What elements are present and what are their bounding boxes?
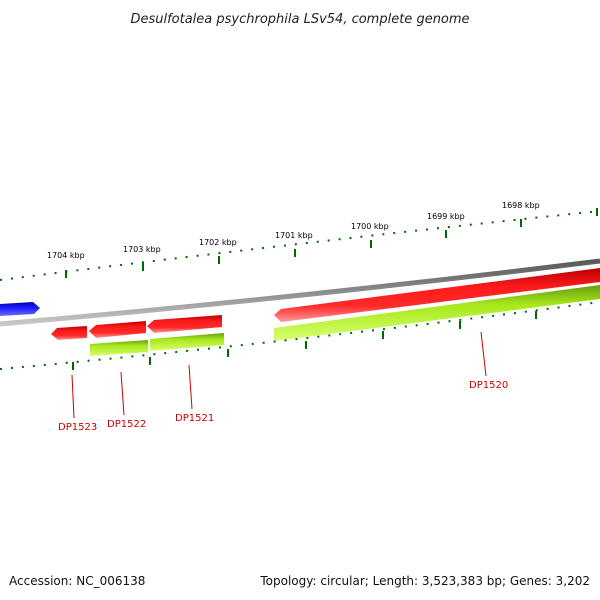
- gene-label: DP1522: [107, 419, 146, 430]
- forward-strand-track: [51, 268, 600, 340]
- scale-label: 1698 kbp: [502, 201, 540, 210]
- feature-blue-arrow: [0, 302, 40, 316]
- rna-bar-1: [90, 340, 148, 356]
- label-leaders: [71, 331, 487, 419]
- scale-label: 1703 kbp: [123, 245, 161, 254]
- leader-line: [188, 364, 193, 410]
- gene-label: DP1521: [175, 413, 214, 424]
- rna-bar-3: [274, 285, 600, 341]
- gene-arrow-dp1521: [147, 315, 222, 333]
- map-title: Desulfotalea psychrophila LSv54, complet…: [130, 12, 469, 27]
- rna-bar-2: [150, 333, 224, 351]
- gene-arrow-dp1523: [51, 326, 87, 340]
- leader-line: [480, 331, 487, 377]
- inner-major-ticks: [72, 311, 537, 370]
- scale-label: 1699 kbp: [427, 212, 465, 221]
- scale-label: 1701 kbp: [275, 231, 313, 240]
- genome-backbone: [0, 258, 600, 327]
- accession-text: Accession: NC_006138: [9, 574, 146, 588]
- scale-label: 1702 kbp: [199, 238, 237, 247]
- leader-line: [120, 371, 125, 416]
- genome-summary-text: Topology: circular; Length: 3,523,383 bp…: [260, 574, 590, 588]
- scale-label: 1700 kbp: [351, 222, 389, 231]
- reverse-strand-track: [90, 285, 600, 356]
- outer-major-ticks: [65, 208, 598, 278]
- scale-label: 1704 kbp: [47, 251, 85, 260]
- scale-labels: 1704 kbp 1703 kbp 1702 kbp 1701 kbp 1700…: [47, 201, 540, 260]
- gene-label: DP1520: [469, 380, 508, 391]
- gene-label: DP1523: [58, 422, 97, 433]
- gene-arrow-dp1520: [274, 268, 600, 322]
- gene-labels: DP1523 DP1522 DP1521 DP1520: [58, 380, 508, 433]
- leader-line: [71, 374, 75, 419]
- gene-arrow-dp1522: [89, 321, 146, 338]
